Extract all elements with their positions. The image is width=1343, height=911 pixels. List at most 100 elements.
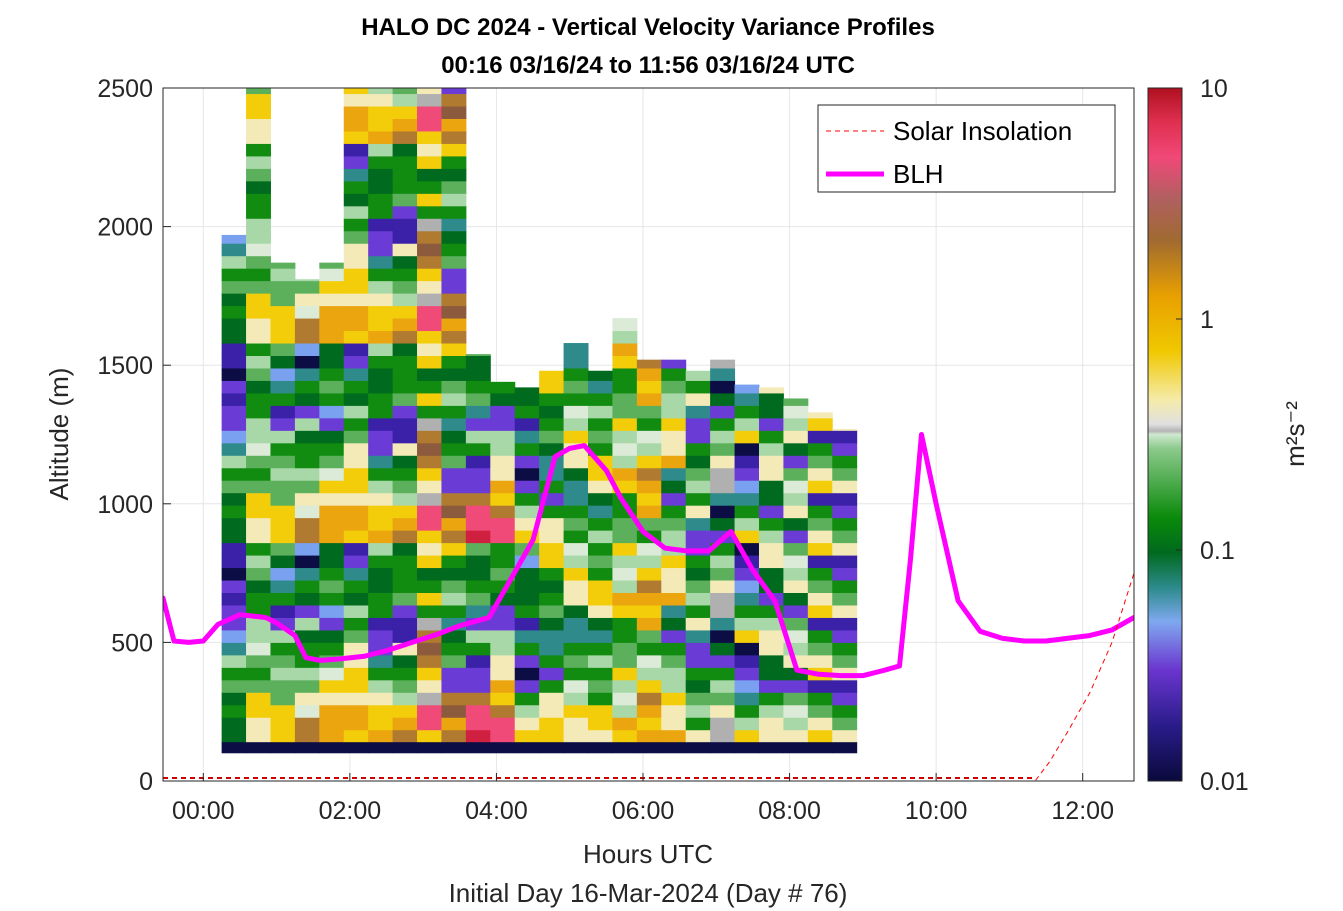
heatmap-cell	[270, 305, 296, 319]
heatmap-cell	[417, 717, 442, 731]
heatmap-cell	[710, 704, 736, 718]
heatmap-cell	[685, 455, 711, 469]
heatmap-cell	[221, 405, 247, 419]
heatmap-cell	[807, 505, 833, 519]
x-tick-label: 12:00	[1051, 797, 1114, 825]
heatmap-cell	[343, 679, 369, 693]
heatmap-cell	[319, 330, 345, 344]
heatmap-cell	[343, 717, 369, 731]
heatmap-cell	[661, 667, 687, 681]
heatmap-cell	[343, 617, 369, 631]
heatmap-cell	[636, 704, 662, 718]
colorbar-tick-label: 0.01	[1200, 768, 1249, 796]
heatmap-cell	[685, 580, 711, 594]
heatmap-cell	[319, 293, 345, 307]
heatmap-cell	[588, 617, 613, 631]
heatmap-cell	[221, 305, 247, 319]
heatmap-cell	[734, 642, 760, 656]
heatmap-cell	[710, 467, 736, 481]
heatmap-cell	[343, 367, 369, 381]
heatmap-cell	[734, 604, 760, 618]
heatmap-cell	[465, 580, 491, 594]
heatmap-cell	[417, 343, 442, 356]
blh-line	[163, 432, 1134, 679]
heatmap-cell	[490, 405, 516, 419]
heatmap-cell	[294, 604, 320, 618]
heatmap-cell	[563, 692, 589, 706]
heatmap-cell	[270, 467, 296, 481]
heatmap-cell	[221, 467, 247, 481]
heatmap-cell	[783, 505, 809, 519]
heatmap-cell	[465, 405, 491, 419]
heatmap-cell	[319, 642, 345, 656]
legend-label-solar: Solar Insolation	[893, 116, 1072, 146]
heatmap-cell	[539, 480, 565, 494]
heatmap-cell	[319, 318, 345, 332]
heatmap-cell	[588, 679, 613, 693]
heatmap-cell	[563, 604, 589, 618]
heatmap-cell	[588, 370, 613, 381]
heatmap-cell	[636, 392, 662, 406]
heatmap-cell	[514, 729, 540, 743]
heatmap-cell	[465, 679, 491, 693]
heatmap-cell	[465, 442, 491, 456]
heatmap-cell	[612, 380, 638, 394]
heatmap-cell	[758, 467, 784, 481]
heatmap-cell	[441, 692, 467, 706]
heatmap-cell	[392, 218, 418, 232]
heatmap-cell	[612, 367, 638, 381]
heatmap-cell	[465, 467, 491, 481]
heatmap-cell	[441, 654, 467, 668]
heatmap-cell	[563, 505, 589, 519]
heatmap-cell	[343, 480, 369, 494]
heatmap-cell	[588, 530, 613, 544]
heatmap-cell	[417, 243, 442, 257]
heatmap-cell	[392, 717, 418, 731]
heatmap-cell	[246, 255, 271, 269]
heatmap-cell	[588, 380, 613, 394]
heatmap-cell	[758, 729, 784, 743]
heatmap-cell	[588, 642, 613, 656]
heatmap-cell	[685, 617, 711, 631]
heatmap-cell	[246, 155, 271, 169]
heatmap-cell	[368, 455, 394, 469]
heatmap-cell	[490, 492, 516, 506]
heatmap-cell	[246, 130, 271, 144]
heatmap-cell	[832, 555, 858, 569]
heatmap-cell	[539, 555, 565, 569]
heatmap-cell	[392, 93, 418, 107]
heatmap-cell	[417, 542, 442, 556]
heatmap-cell	[490, 455, 516, 469]
heatmap-cell	[685, 654, 711, 668]
heatmap-cell	[514, 717, 540, 731]
heatmap-cell	[221, 234, 247, 244]
heatmap-cell	[539, 679, 565, 693]
heatmap-cell	[417, 305, 442, 319]
heatmap-cell	[392, 367, 418, 381]
heatmap-cell	[661, 679, 687, 693]
heatmap-cell	[392, 405, 418, 419]
heatmap-cell	[441, 230, 467, 244]
heatmap-cell	[588, 405, 613, 419]
heatmap-cell	[368, 330, 394, 344]
heatmap-cell	[319, 667, 345, 681]
heatmap-cell	[246, 193, 271, 207]
heatmap-cell	[758, 430, 784, 444]
heatmap-cell	[441, 130, 467, 144]
heatmap-cell	[563, 380, 589, 394]
heatmap-cell	[636, 480, 662, 494]
heatmap-cell-bottom	[661, 742, 687, 754]
heatmap-cell	[661, 367, 687, 381]
heatmap-cell	[270, 330, 296, 344]
heatmap-cell	[441, 155, 467, 169]
heatmap-cell	[734, 692, 760, 706]
heatmap-cell	[465, 654, 491, 668]
heatmap-cell	[783, 430, 809, 444]
heatmap-cell	[392, 430, 418, 444]
heatmap-cell	[294, 442, 320, 456]
heatmap-cell	[661, 380, 687, 394]
heatmap-cell	[294, 492, 320, 506]
heatmap-cell	[417, 492, 442, 506]
heatmap-cell	[368, 168, 394, 182]
heatmap-cell	[514, 580, 540, 594]
